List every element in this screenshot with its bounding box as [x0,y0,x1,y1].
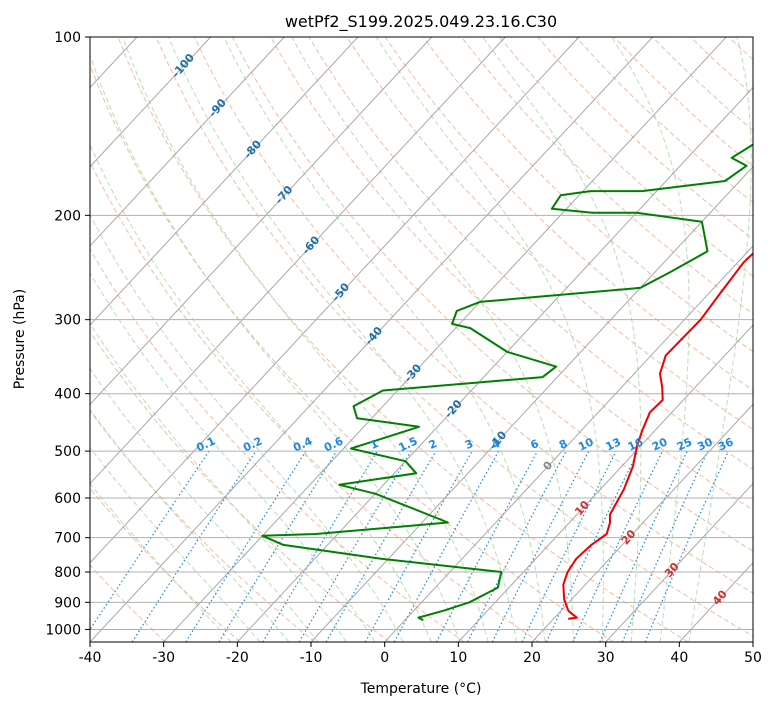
moist-adiabat [90,53,461,642]
dry-adiabat [231,37,753,552]
moist-adiabat [291,37,575,642]
mixing-ratio-line [364,450,473,642]
isotherm-line [90,37,506,485]
y-tick-label: 100 [54,30,81,46]
dry-adiabat [270,37,753,511]
dry-adiabat [90,409,316,642]
isotherm-line [163,37,727,642]
isotherm-line [90,37,212,168]
y-tick-label: 800 [54,565,81,581]
pressure-gridlines [90,37,753,630]
y-tick-label: 200 [54,208,81,224]
x-tick-label: -10 [300,650,323,666]
isotherm-line [90,37,580,564]
y-tick-label: 600 [54,491,81,507]
dry-adiabat [422,37,753,353]
mixing-ratio-line [521,450,617,642]
mixing-ratio-line [393,450,500,642]
isotherm-line [384,245,753,642]
background-lines [90,37,753,642]
isotherm-line [605,482,753,642]
mixing-ratio-line [90,450,210,631]
axis-ticks: -40 -30 -20 -10 0 10 20 30 40 50 100 200 300 400 500 60… [45,30,762,666]
moist-adiabat [688,37,752,642]
profile-series [261,143,753,622]
x-tick-label: 30 [597,650,615,666]
isotherm-line [90,37,433,406]
isotherm-line [90,37,285,247]
x-tick-label: -30 [152,650,175,666]
chart-title: wetPf2_S199.2025.049.23.16.C30 [285,12,557,32]
dry-adiabat [90,564,166,642]
mixing-ratio-line [491,450,590,642]
mixing-ratio-label: 13 [604,435,623,453]
x-tick-label: -40 [79,650,102,666]
x-tick-label: 50 [744,650,762,666]
temperature-profile [562,252,753,620]
moist-adiabat [90,322,347,642]
x-tick-label: 20 [523,650,541,666]
y-tick-label: 400 [54,387,81,403]
moist-adiabat [375,37,604,642]
dry-adiabat [90,160,540,642]
isotherm-line [90,37,359,326]
mixing-ratio-label: 20 [650,435,670,453]
x-tick-label: 0 [380,650,389,666]
moist-adiabat [90,446,261,642]
mixing-ratio-line [131,450,257,642]
mixing-ratio-line [621,450,709,642]
isotherm-line [457,324,753,642]
x-axis-label: Temperature (°C) [360,681,482,697]
plot-frame [89,36,754,643]
isotherm-line [90,37,654,642]
x-tick-label: -20 [226,650,249,666]
mixing-ratio-label: 16 [626,435,646,453]
y-axis-label: Pressure (hPa) [12,289,28,389]
mixing-ratio-label: 36 [716,435,736,453]
mixing-ratio-label: 25 [675,435,694,453]
mixing-ratio-label: 30 [695,435,715,453]
dry-adiabat [461,37,753,315]
y-tick-label: 500 [54,444,81,460]
x-tick-label: 40 [670,650,688,666]
moist-adiabat [90,213,404,642]
dry-adiabat [346,37,753,431]
isotherm-line [236,86,753,642]
moist-adiabat [482,37,642,642]
dewpoint-profile [261,143,753,622]
dry-adiabat [90,330,390,642]
moist-adiabat [90,143,432,642]
moist-adiabat [223,37,546,642]
y-tick-label: 300 [54,313,81,329]
y-tick-label: 700 [54,531,81,547]
moist-adiabat [168,37,517,642]
moist-adiabat [611,37,690,642]
dry-adiabat [193,37,753,594]
isotherm-line [310,165,753,642]
mixing-ratio-line [435,450,539,642]
y-tick-label: 1000 [45,622,81,638]
mixing-ratio-line [218,450,338,642]
moist-adiabat [90,272,376,642]
mixing-ratio-line [185,450,307,642]
mixing-ratio-label: 10 [576,435,596,453]
x-tick-label: 10 [449,650,467,666]
moist-adiabat [90,482,232,642]
isotherm-line [531,403,753,642]
dry-adiabat [90,248,465,642]
y-tick-label: 900 [54,595,81,611]
